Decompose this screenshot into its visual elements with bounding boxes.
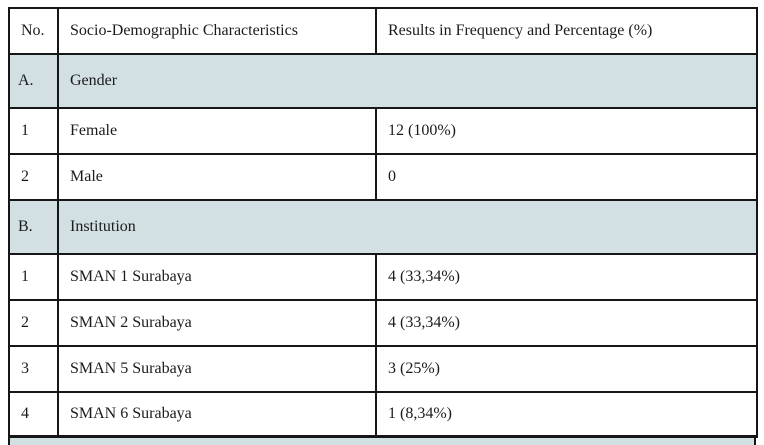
row-characteristic: Female (57, 107, 377, 155)
header-cell-no: No. (8, 7, 59, 55)
cropped-next-section-row (8, 438, 756, 445)
row-result: 4 (33,34%) (375, 253, 758, 301)
section-row-institution: B. Institution (8, 199, 758, 255)
row-characteristic: SMAN 2 Surabaya (57, 299, 377, 347)
row-characteristic: SMAN 5 Surabaya (57, 345, 377, 393)
row-number: 4 (8, 391, 59, 437)
table-row-sman5: 3 SMAN 5 Surabaya 3 (25%) (8, 345, 758, 393)
section-letter: B. (8, 199, 59, 255)
table-row-male: 2 Male 0 (8, 153, 758, 201)
section-letter: A. (8, 53, 59, 109)
row-number: 1 (8, 107, 59, 155)
row-result: 4 (33,34%) (375, 299, 758, 347)
header-cell-characteristics: Socio-Demographic Characteristics (57, 7, 377, 55)
row-result: 3 (25%) (375, 345, 758, 393)
table-row-sman2: 2 SMAN 2 Surabaya 4 (33,34%) (8, 299, 758, 347)
row-number: 1 (8, 253, 59, 301)
row-characteristic: SMAN 1 Surabaya (57, 253, 377, 301)
row-characteristic: SMAN 6 Surabaya (57, 391, 377, 437)
row-number: 2 (8, 299, 59, 347)
row-characteristic: Male (57, 153, 377, 201)
table-row-female: 1 Female 12 (100%) (8, 107, 758, 155)
row-result: 0 (375, 153, 758, 201)
table-row-sman6: 4 SMAN 6 Surabaya 1 (8,34%) (8, 391, 758, 437)
table-header-row: No. Socio-Demographic Characteristics Re… (8, 7, 758, 55)
section-label: Gender (57, 53, 758, 109)
row-result: 12 (100%) (375, 107, 758, 155)
section-label: Institution (57, 199, 758, 255)
socio-demographic-table: No. Socio-Demographic Characteristics Re… (8, 7, 758, 438)
row-number: 2 (8, 153, 59, 201)
row-number: 3 (8, 345, 59, 393)
table-row-sman1: 1 SMAN 1 Surabaya 4 (33,34%) (8, 253, 758, 301)
header-cell-results: Results in Frequency and Percentage (%) (375, 7, 758, 55)
section-row-gender: A. Gender (8, 53, 758, 109)
row-result: 1 (8,34%) (375, 391, 758, 437)
